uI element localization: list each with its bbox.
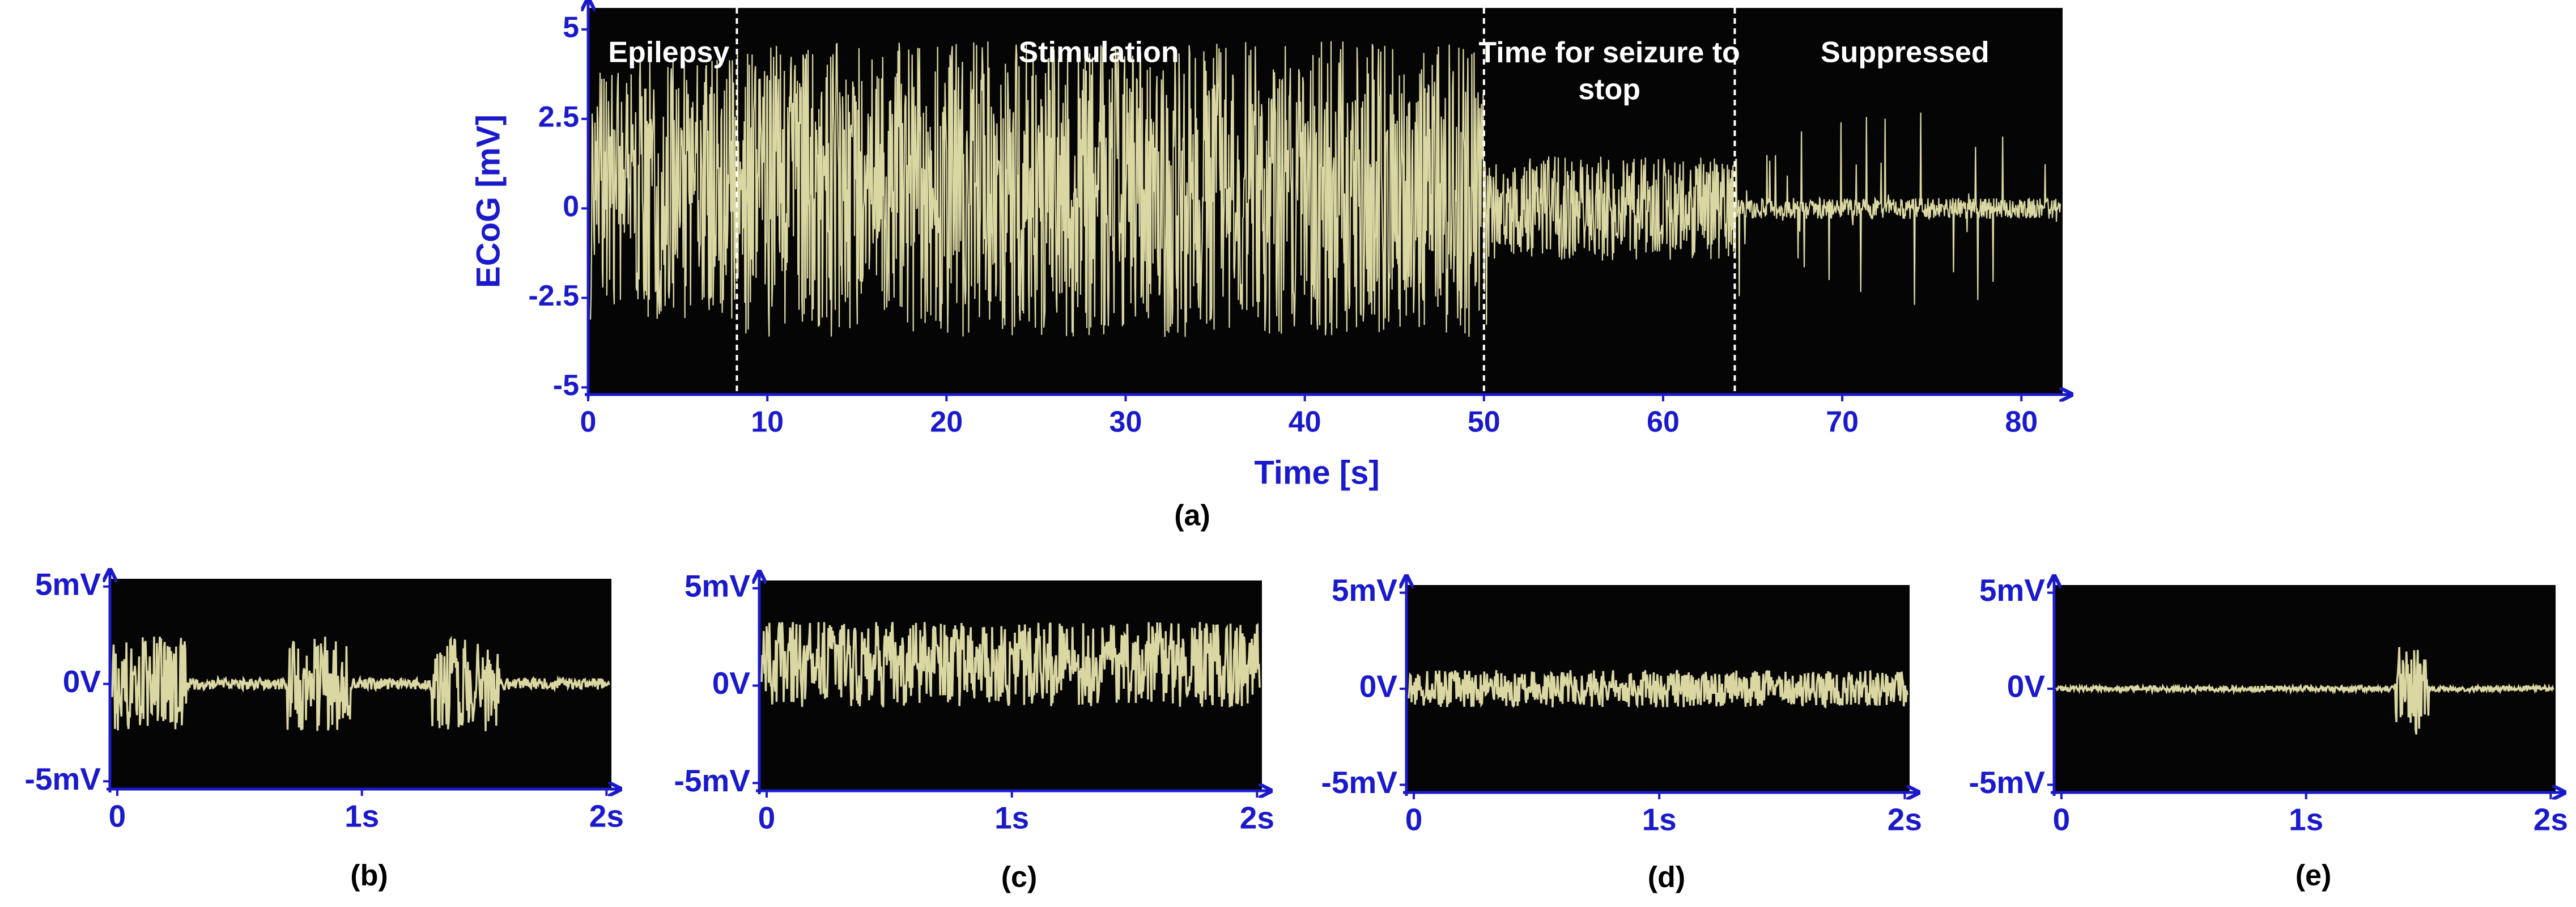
- x-tick-label: 20: [930, 406, 963, 439]
- panel-caption: (e): [2296, 859, 2332, 892]
- x-tick-label: 80: [2005, 406, 2038, 439]
- panel-caption: (d): [1648, 861, 1685, 894]
- x-tick-label: 50: [1468, 406, 1500, 439]
- phase-label: Stimulation: [1019, 36, 1179, 69]
- x-tick-label: 0: [2053, 802, 2071, 837]
- x-axis-title: Time [s]: [1254, 454, 1379, 491]
- y-tick-label: 2.5: [538, 100, 579, 133]
- y-tick-label: -5mV: [25, 761, 101, 796]
- phase-label: Epilepsy: [608, 36, 729, 69]
- x-tick-label: 30: [1110, 406, 1142, 439]
- signal-image: [589, 41, 2061, 337]
- x-tick-label: 2s: [589, 799, 624, 834]
- x-tick-label: 1s: [345, 799, 379, 834]
- y-tick-label: 0V: [63, 664, 101, 699]
- y-tick-label: 0V: [712, 666, 751, 701]
- x-tick-label: 0: [1405, 802, 1423, 837]
- phase-label: Time for seizure to stop: [1478, 36, 1740, 106]
- signal-image: [1408, 669, 1908, 709]
- panel-caption: (b): [350, 859, 388, 892]
- y-tick-label: 5mV: [1979, 573, 2045, 608]
- plot-background: [759, 580, 1262, 791]
- y-tick-label: 5mV: [35, 566, 101, 601]
- x-tick-label: 70: [1826, 406, 1859, 439]
- x-tick-label: 2s: [1888, 802, 1922, 837]
- x-tick-label: 0: [109, 799, 126, 834]
- y-tick-label: -5mV: [674, 763, 751, 798]
- y-tick-label: 0V: [1359, 669, 1398, 704]
- y-tick-label: -5mV: [1321, 765, 1398, 800]
- y-axis-title: ECoG [mV]: [470, 115, 507, 288]
- x-tick-label: 1s: [2289, 802, 2323, 837]
- x-tick-label: 2s: [2534, 802, 2568, 837]
- y-tick-label: 5: [563, 11, 579, 44]
- x-tick-label: 10: [751, 406, 784, 439]
- signal-image: [760, 622, 1261, 707]
- y-tick-label: 5mV: [1332, 573, 1397, 608]
- x-tick-label: 0: [758, 800, 776, 836]
- x-tick-label: 40: [1289, 406, 1321, 439]
- signal-image: [2055, 647, 2554, 735]
- panel-caption: (a): [1174, 499, 1210, 532]
- signal-image: [111, 635, 610, 731]
- y-tick-label: -2.5: [528, 279, 579, 312]
- panel-caption: (c): [1001, 861, 1038, 894]
- y-tick-label: -5mV: [1969, 765, 2046, 800]
- y-tick-label: 0: [563, 190, 579, 223]
- x-tick-label: 1s: [1642, 802, 1677, 837]
- x-tick-label: 2s: [1240, 800, 1274, 836]
- x-tick-label: 0: [580, 406, 597, 439]
- x-tick-label: 60: [1647, 406, 1680, 439]
- y-tick-label: 5mV: [685, 568, 750, 603]
- x-tick-label: 1s: [994, 800, 1029, 836]
- y-tick-label: 0V: [2007, 669, 2046, 704]
- phase-label: Suppressed: [1821, 36, 1990, 69]
- y-tick-label: -5: [553, 369, 579, 402]
